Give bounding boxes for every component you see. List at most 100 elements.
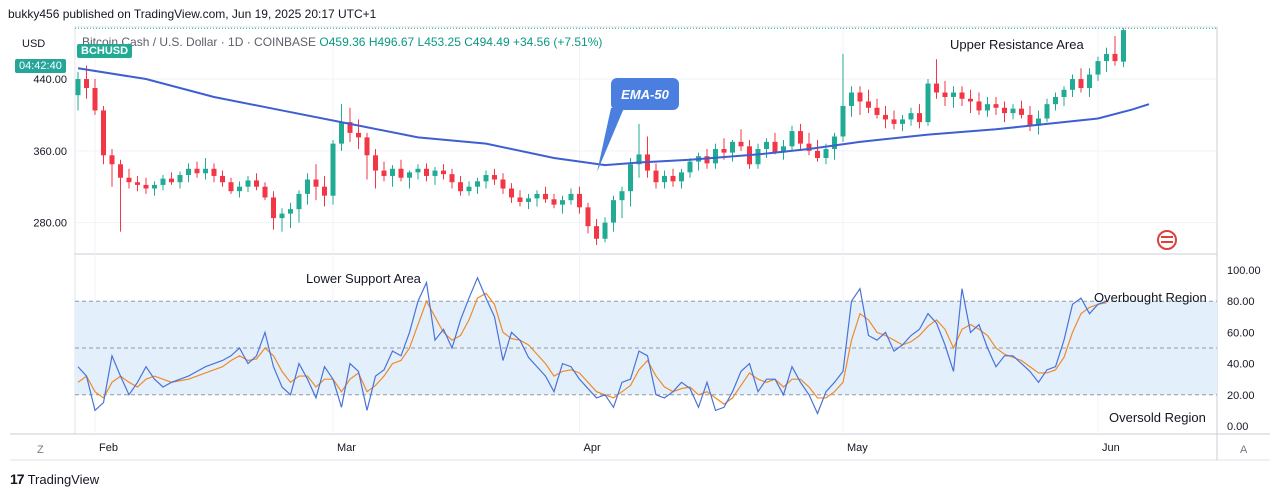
candle-body (475, 181, 480, 187)
candle-body (109, 155, 115, 165)
candle-body (228, 182, 234, 192)
time-tick-label: Apr (584, 442, 601, 454)
annotations: Upper Resistance Area EMA-50 Lower Support… (306, 37, 1207, 425)
candle-body (560, 200, 565, 205)
time-tick-label: May (847, 442, 868, 454)
candle-body (662, 175, 667, 183)
candle-body (407, 172, 412, 178)
candle-body (755, 149, 761, 165)
candle-body (271, 197, 276, 219)
stoch-band (75, 300, 1217, 396)
candle-body (245, 180, 251, 187)
candle-body (1019, 108, 1024, 115)
candle-body (237, 186, 242, 192)
candle-body (424, 168, 429, 176)
stoch-lines (77, 276, 1107, 416)
candle-body (1036, 118, 1041, 126)
candle-body (704, 156, 710, 164)
candle-body (891, 119, 897, 124)
candle-body (1070, 79, 1075, 90)
candle-body (551, 199, 557, 205)
legend-title: Bitcoin Cash / U.S. Dollar · 1D · COINBA… (82, 35, 317, 49)
candle-body (500, 179, 506, 189)
candle-body (118, 164, 123, 178)
candle-body (126, 177, 132, 183)
price-tick-label: 280.00 (33, 218, 67, 230)
candle-body (322, 186, 327, 196)
candle-body (288, 209, 293, 214)
candle-body (220, 175, 225, 183)
candle-body (101, 110, 106, 156)
candle-body (534, 193, 540, 199)
candle-body (492, 175, 497, 180)
candle-body (517, 197, 523, 202)
candle-body (1078, 79, 1084, 89)
candle-body (772, 141, 778, 153)
candle-body (670, 175, 676, 182)
candle-body (160, 178, 166, 185)
candle-body (653, 170, 659, 183)
candle-body (713, 149, 718, 164)
candle-body (1104, 53, 1109, 62)
candle-body (951, 92, 956, 97)
legend-open: O459.36 (319, 35, 366, 49)
candle-body (942, 92, 948, 97)
candle-body (815, 150, 820, 158)
stoch-tick-label: 80.00 (1227, 296, 1255, 308)
price-tick-label: 360.00 (33, 146, 67, 158)
candle-body (679, 172, 684, 182)
candle-body (849, 92, 854, 106)
candle-body (874, 107, 880, 115)
candle-body (611, 200, 616, 223)
candle-body (254, 180, 259, 187)
candle-body (1002, 107, 1007, 114)
ema-callout-bubble (611, 78, 679, 110)
auto-scale-button[interactable]: A (1240, 444, 1248, 456)
symbol-tag: BCHUSD (77, 44, 133, 58)
candle-body (968, 98, 973, 102)
candle-body (143, 184, 149, 189)
candle-body (381, 170, 387, 176)
stoch-tick-label: 60.00 (1227, 327, 1255, 339)
z-button[interactable]: Z (37, 444, 44, 456)
time-tick-label: Jun (1102, 442, 1120, 454)
us-flag-stripe (1161, 236, 1173, 238)
stoch-tick-label: 40.00 (1227, 359, 1255, 371)
candle-body (585, 207, 591, 227)
oversold-label: Oversold Region (1109, 410, 1206, 425)
candle-body (458, 182, 463, 192)
legend-high: H496.67 (368, 35, 415, 49)
us-flag-stripe (1161, 241, 1173, 243)
candle-body (84, 79, 89, 89)
candle-body (152, 184, 157, 189)
currency-label[interactable]: USD (22, 38, 46, 50)
symbol-legend[interactable]: Bitcoin Cash / U.S. Dollar · 1D · COINBA… (82, 35, 602, 49)
ema-callout-label: EMA-50 (621, 87, 669, 102)
candle-body (415, 168, 421, 173)
stoch-k-line (77, 276, 1107, 416)
candle-body (925, 83, 931, 123)
candle-body (798, 131, 803, 144)
candle-body (526, 198, 531, 202)
candle-body (1121, 30, 1126, 62)
us-flag-icon (1157, 230, 1177, 250)
candle-body (993, 104, 999, 108)
publish-info: bukky456 published on TradingView.com, J… (8, 7, 377, 21)
tradingview-logo[interactable]: 17 TradingView (10, 471, 99, 487)
legend-low: L453.25 (417, 35, 461, 49)
candle-body (959, 92, 965, 99)
ema-line-group (77, 67, 1150, 167)
candle-body (908, 113, 914, 120)
candle-body (339, 122, 344, 144)
candle-body (305, 179, 310, 194)
candle-body (594, 226, 599, 239)
stoch-tick-label: 20.00 (1227, 390, 1255, 402)
candle-body (900, 119, 905, 124)
candle-body (1095, 61, 1101, 75)
candle-body (1087, 74, 1092, 89)
overbought-label: Overbought Region (1094, 290, 1207, 305)
candle-body (194, 168, 200, 174)
time-tick-label: Mar (337, 442, 356, 454)
candle-body (135, 182, 140, 185)
